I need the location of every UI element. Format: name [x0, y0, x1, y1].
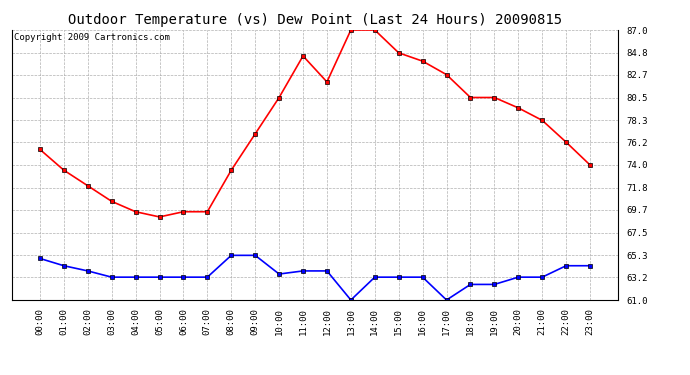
Text: Copyright 2009 Cartronics.com: Copyright 2009 Cartronics.com	[14, 33, 170, 42]
Title: Outdoor Temperature (vs) Dew Point (Last 24 Hours) 20090815: Outdoor Temperature (vs) Dew Point (Last…	[68, 13, 562, 27]
